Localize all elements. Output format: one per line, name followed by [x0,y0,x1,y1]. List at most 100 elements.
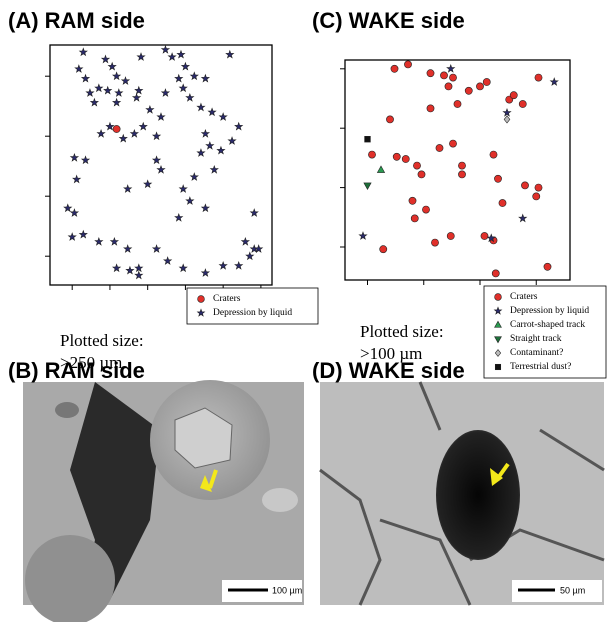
figure: 100 µm 50 µm (B) RAM side (D) WAKE side … [0,0,610,622]
data-point [411,215,418,222]
data-point [71,209,79,216]
data-point [175,214,183,221]
data-point [135,271,143,278]
data-point [431,239,438,246]
legend-marker [495,294,502,301]
data-point [133,94,141,101]
legend-marker [495,364,500,369]
data-point [86,89,94,96]
data-point [250,209,258,216]
data-point [80,231,88,238]
data-point [179,185,187,192]
data-point [445,83,452,90]
data-point [102,55,110,62]
data-point [202,269,210,276]
data-point [111,238,119,245]
legend-label: Contaminant? [510,348,563,358]
data-point [164,257,172,264]
data-point [162,89,170,96]
data-point [550,78,558,85]
data-point [422,206,429,213]
data-point [124,185,132,192]
data-point [119,135,127,142]
data-point [71,154,79,161]
data-point [226,51,234,58]
sem-image-b: 100 µm [23,380,304,622]
legend-label: Depression by liquid [213,308,292,318]
data-point [153,156,161,163]
data-point [115,89,123,96]
data-point [113,72,121,79]
data-point [427,105,434,112]
data-point [377,166,384,172]
data-point [436,144,443,151]
data-point [481,232,488,239]
data-point [108,63,116,70]
plot-note: >100 µm [360,344,422,363]
data-point [503,109,511,116]
data-point [191,173,199,180]
data-point [368,151,375,158]
sem-image-d: 50 µm [320,382,604,605]
data-point [179,264,187,271]
data-point [80,48,88,55]
data-point [122,77,130,84]
data-point [186,197,194,204]
data-point [68,233,76,240]
data-point [365,136,371,142]
data-point [364,183,371,189]
data-point [113,125,120,132]
data-point [219,262,227,269]
legend-label: Craters [213,294,241,304]
data-point [217,147,225,154]
legend-label: Craters [510,292,538,302]
data-point [135,87,143,94]
data-point [391,65,398,72]
data-point [510,92,517,99]
data-point [494,175,501,182]
legend-label: Straight track [510,334,562,344]
data-point [82,75,90,82]
data-point [157,166,165,173]
data-point [91,99,99,106]
legend-label: Depression by liquid [510,306,589,316]
data-point [544,263,551,270]
data-point [519,100,526,107]
data-point [153,245,161,252]
data-point [386,116,393,123]
scale-bar-label: 50 µm [560,585,585,595]
data-point [113,264,121,271]
data-point [124,245,132,252]
data-point [492,270,499,277]
plot-note: >250 µm [60,353,122,372]
legend-label: Terrestrial dust? [510,362,571,372]
data-point [235,123,243,130]
plot-note: Plotted size: [360,322,444,341]
data-point [202,130,210,137]
data-point [402,155,409,162]
data-point [157,113,165,120]
plot-note: Plotted size: [60,331,144,350]
data-point [104,87,112,94]
data-point [126,267,134,274]
data-point [449,74,456,81]
data-point [97,130,105,137]
data-point [235,262,243,269]
data-point [73,175,81,182]
data-point [197,103,205,110]
data-point [179,84,187,91]
data-point [131,130,139,137]
data-point [228,137,236,144]
data-point [458,171,465,178]
data-point [519,214,527,221]
data-point [535,74,542,81]
data-point [186,94,194,101]
scale-bar-label: 100 µm [272,585,302,595]
data-point [177,51,185,58]
data-point [168,53,176,60]
data-point [380,246,387,253]
data-point [106,123,114,130]
data-point [144,180,152,187]
panel-label: (A) RAM side [8,8,145,33]
data-point [208,108,216,115]
